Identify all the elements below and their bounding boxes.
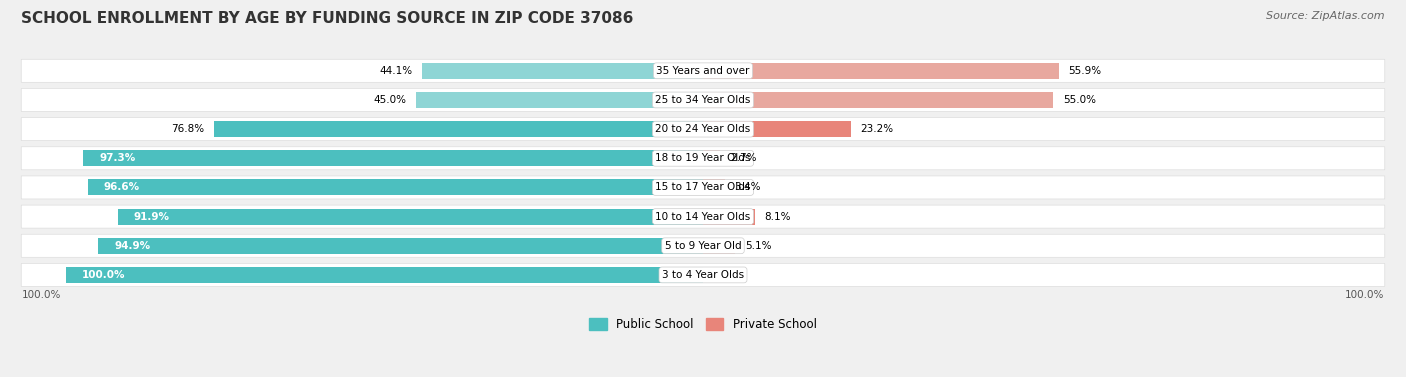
FancyBboxPatch shape (21, 59, 1385, 82)
Bar (422, 63, 703, 79)
Bar (416, 92, 703, 108)
FancyBboxPatch shape (21, 118, 1385, 141)
Bar (703, 208, 755, 225)
Text: 97.3%: 97.3% (98, 153, 135, 163)
Text: 76.8%: 76.8% (172, 124, 204, 134)
Text: 25 to 34 Year Olds: 25 to 34 Year Olds (655, 95, 751, 105)
Bar (83, 150, 703, 166)
Bar (214, 121, 703, 137)
Text: 96.6%: 96.6% (104, 182, 139, 192)
Text: 23.2%: 23.2% (860, 124, 893, 134)
Bar (118, 208, 703, 225)
Text: 3.4%: 3.4% (734, 182, 761, 192)
FancyBboxPatch shape (21, 89, 1385, 112)
Bar (703, 92, 1053, 108)
FancyBboxPatch shape (21, 234, 1385, 257)
Text: 100.0%: 100.0% (1346, 290, 1385, 300)
Text: Source: ZipAtlas.com: Source: ZipAtlas.com (1267, 11, 1385, 21)
Text: SCHOOL ENROLLMENT BY AGE BY FUNDING SOURCE IN ZIP CODE 37086: SCHOOL ENROLLMENT BY AGE BY FUNDING SOUR… (21, 11, 634, 26)
Bar (87, 179, 703, 195)
Text: 2.7%: 2.7% (730, 153, 756, 163)
Text: 10 to 14 Year Olds: 10 to 14 Year Olds (655, 211, 751, 222)
Bar (98, 238, 703, 254)
Text: 20 to 24 Year Olds: 20 to 24 Year Olds (655, 124, 751, 134)
Text: 5 to 9 Year Old: 5 to 9 Year Old (665, 241, 741, 251)
Bar (66, 267, 703, 283)
Text: 100.0%: 100.0% (82, 270, 125, 280)
Text: 91.9%: 91.9% (134, 211, 170, 222)
Bar (703, 150, 720, 166)
Text: 94.9%: 94.9% (114, 241, 150, 251)
FancyBboxPatch shape (21, 264, 1385, 287)
Text: 55.9%: 55.9% (1069, 66, 1102, 76)
Text: 18 to 19 Year Olds: 18 to 19 Year Olds (655, 153, 751, 163)
Bar (703, 121, 851, 137)
Text: 8.1%: 8.1% (763, 211, 790, 222)
Text: 55.0%: 55.0% (1063, 95, 1095, 105)
Bar (703, 238, 735, 254)
Text: 3 to 4 Year Olds: 3 to 4 Year Olds (662, 270, 744, 280)
FancyBboxPatch shape (21, 205, 1385, 228)
Legend: Public School, Private School: Public School, Private School (585, 313, 821, 336)
Text: 5.1%: 5.1% (745, 241, 772, 251)
Text: 45.0%: 45.0% (374, 95, 406, 105)
Bar (703, 179, 724, 195)
Text: 44.1%: 44.1% (380, 66, 412, 76)
Bar (703, 63, 1059, 79)
Text: 100.0%: 100.0% (21, 290, 60, 300)
Text: 15 to 17 Year Olds: 15 to 17 Year Olds (655, 182, 751, 192)
FancyBboxPatch shape (21, 147, 1385, 170)
FancyBboxPatch shape (21, 176, 1385, 199)
Text: 35 Years and over: 35 Years and over (657, 66, 749, 76)
